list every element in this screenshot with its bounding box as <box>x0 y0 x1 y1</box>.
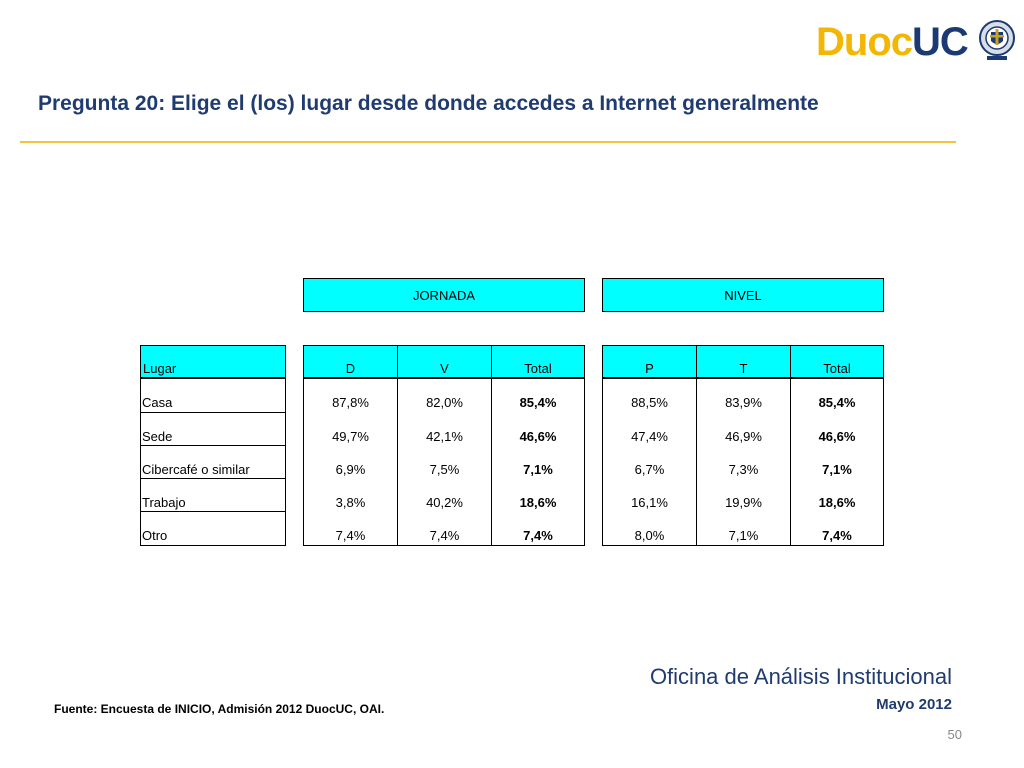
table-cell-lugar: Sede <box>142 429 173 444</box>
table-cell-v: 82,0% <box>426 395 463 410</box>
table-cell-total-nivel: 85,4% <box>818 395 856 410</box>
table-cell-v: 42,1% <box>426 429 463 444</box>
table-cell-p: 16,1% <box>631 495 668 510</box>
table-cell-total-nivel: 7,4% <box>822 528 852 543</box>
column-header-lugar: Lugar <box>140 345 286 378</box>
table-cell-total-nivel: 7,1% <box>822 462 852 477</box>
table-cell-d: 87,8% <box>332 395 369 410</box>
table-cell-v: 40,2% <box>426 495 463 510</box>
table-cell-d: 6,9% <box>335 462 366 477</box>
uc-seal-icon <box>979 20 1015 60</box>
table-cell-t: 83,9% <box>725 395 762 410</box>
table-cell-lugar: Casa <box>142 395 173 410</box>
table-cell-t: 19,9% <box>725 495 762 510</box>
table-cell-lugar: Otro <box>142 528 168 543</box>
office-name: Oficina de Análisis Institucional <box>649 664 952 689</box>
source-note: Fuente: Encuesta de INICIO, Admisión 201… <box>54 702 385 716</box>
table-cell-p: 47,4% <box>631 429 668 444</box>
column-header-v: V <box>397 345 492 378</box>
table-cell-total-jornada: 7,4% <box>523 528 553 543</box>
table-cell-t: 7,1% <box>728 528 759 543</box>
table-cell-total-jornada: 7,1% <box>523 462 553 477</box>
table-cell-p: 6,7% <box>634 462 665 477</box>
table-cell-d: 7,4% <box>335 528 366 543</box>
logo-duoc-text: Duoc <box>816 20 913 64</box>
page-title: Pregunta 20: Elige el (los) lugar desde … <box>38 92 819 115</box>
group-header-nivel: NIVEL <box>602 278 884 312</box>
table-cell-t: 7,3% <box>728 462 759 477</box>
table-cell-d: 49,7% <box>332 429 369 444</box>
table-cell-total-jornada: 85,4% <box>519 395 557 410</box>
column-header-t: T <box>696 345 791 378</box>
table-cell-total-nivel: 18,6% <box>818 495 856 510</box>
logo-uc-text: UC <box>912 20 969 64</box>
table-cell-lugar: Trabajo <box>142 495 186 510</box>
column-header-p: P <box>602 345 697 378</box>
table-cell-v: 7,5% <box>429 462 460 477</box>
table-cell-total-nivel: 46,6% <box>818 429 856 444</box>
column-header-total-nivel: Total <box>790 345 884 378</box>
page-number: 50 <box>947 727 962 742</box>
report-date: Mayo 2012 <box>876 696 952 713</box>
table-cell-p: 8,0% <box>634 528 665 543</box>
table-cell-t: 46,9% <box>725 429 762 444</box>
table-cell-lugar: Cibercafé o similar <box>142 462 250 477</box>
table-cell-total-jornada: 18,6% <box>519 495 557 510</box>
table-cell-p: 88,5% <box>631 395 668 410</box>
table-cell-total-jornada: 46,6% <box>519 429 557 444</box>
table-cell-v: 7,4% <box>429 528 460 543</box>
column-header-total-jornada: Total <box>491 345 585 378</box>
column-header-d: D <box>303 345 398 378</box>
duocuc-logo: DuocUC <box>812 14 1016 70</box>
title-underline <box>20 141 956 143</box>
group-header-jornada: JORNADA <box>303 278 585 312</box>
table-cell-d: 3,8% <box>335 495 366 510</box>
